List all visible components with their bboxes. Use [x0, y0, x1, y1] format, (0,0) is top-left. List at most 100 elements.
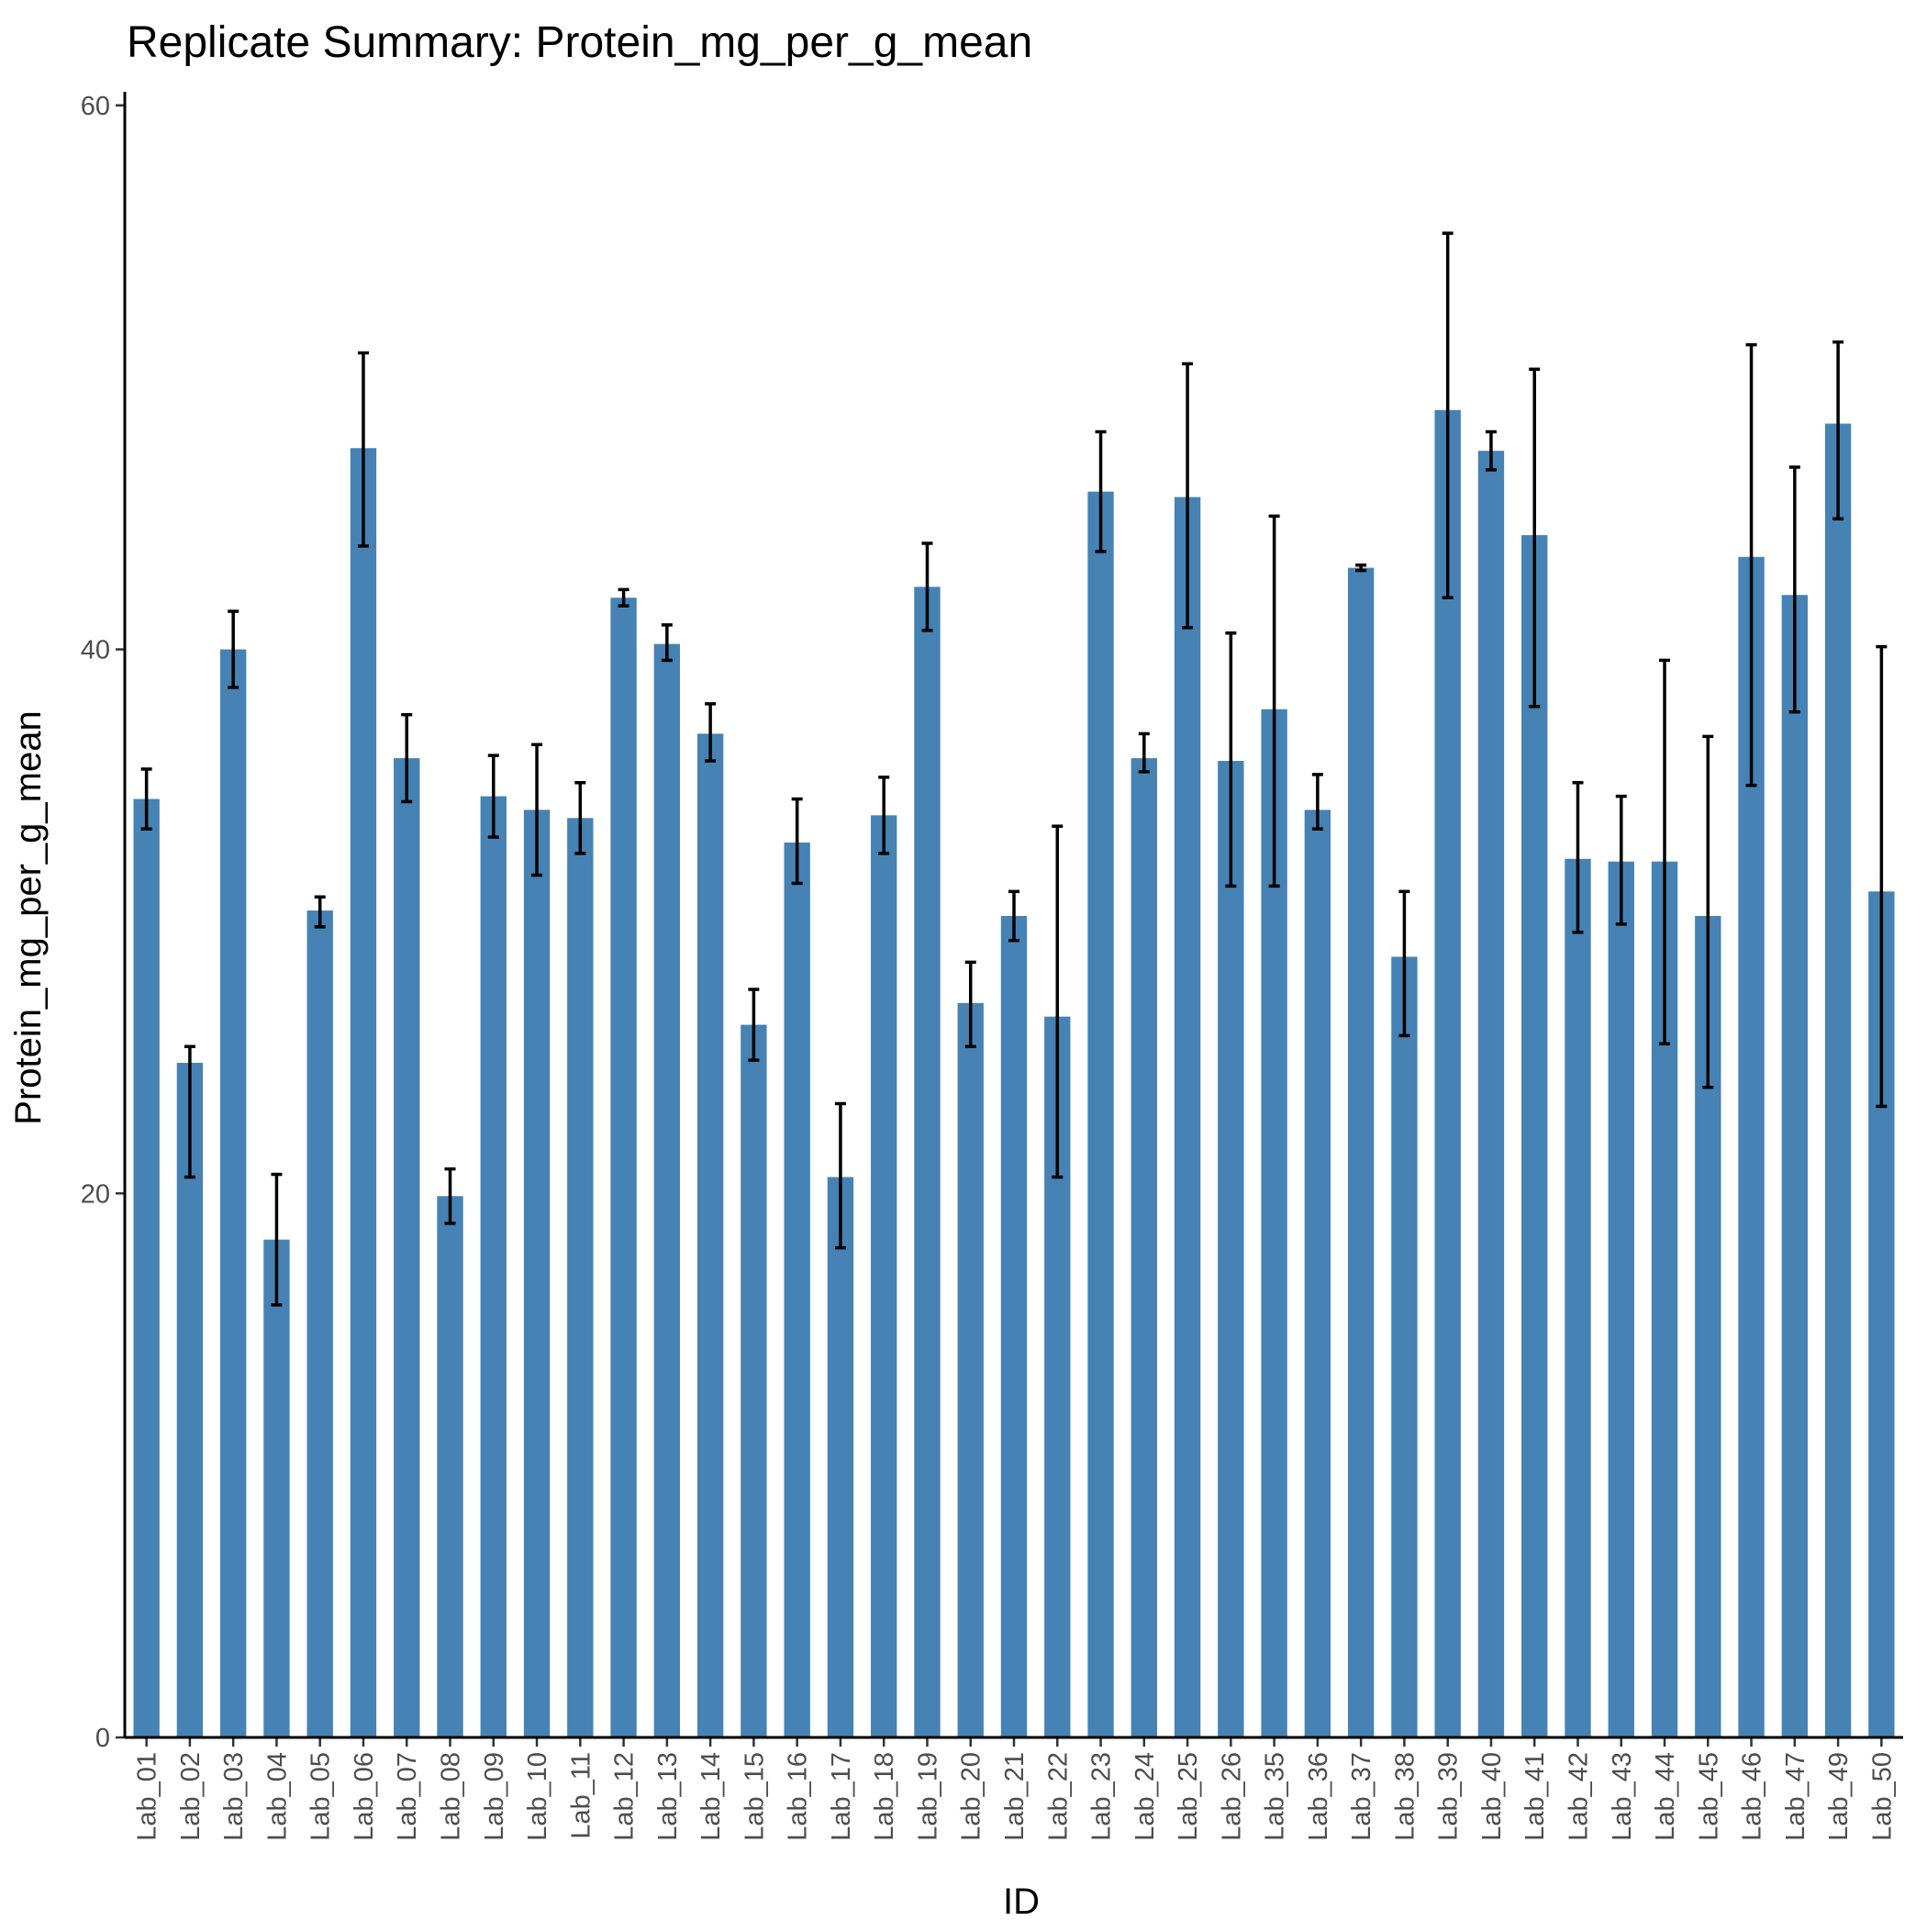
error-bar	[1442, 231, 1454, 599]
bar	[1565, 858, 1591, 1737]
bar	[263, 1239, 290, 1737]
bar	[1477, 451, 1505, 1738]
bar	[1347, 567, 1375, 1737]
error-bar	[1876, 644, 1888, 1109]
bar	[1608, 861, 1634, 1737]
bar	[1391, 956, 1418, 1737]
y-tick-label: 0	[95, 1724, 110, 1753]
error-bar	[1702, 734, 1714, 1089]
x-tick-label: Lab_37	[1347, 1752, 1376, 1841]
x-tick-label: Lab_08	[437, 1752, 466, 1841]
x-tick-label: Lab_17	[827, 1752, 856, 1841]
x-tick-label: Lab_21	[1000, 1752, 1030, 1841]
error-bar	[834, 1101, 846, 1250]
error-bar	[314, 895, 326, 929]
x-tick-label: Lab_46	[1738, 1752, 1767, 1841]
bar	[696, 733, 724, 1737]
y-tick-label: 60	[81, 92, 110, 121]
x-tick-label: Lab_02	[176, 1752, 206, 1841]
bar	[1824, 423, 1852, 1738]
error-bar	[1182, 362, 1194, 630]
y-tick-label: 20	[81, 1179, 110, 1209]
error-bar	[184, 1044, 195, 1179]
bar	[1131, 758, 1157, 1738]
error-bar	[1485, 430, 1497, 472]
y-tick-label: 40	[81, 636, 110, 665]
x-tick-label: Lab_43	[1608, 1752, 1637, 1841]
error-bar	[1745, 342, 1757, 787]
x-tick-label: Lab_14	[696, 1752, 726, 1841]
bar	[827, 1177, 854, 1737]
error-bar	[618, 587, 629, 608]
y-axis-label: Protein_mg_per_g_mean	[8, 710, 49, 1124]
error-bar	[1788, 465, 1800, 714]
bar	[133, 798, 160, 1737]
x-tick-label: Lab_45	[1694, 1752, 1723, 1841]
x-tick-label: Lab_44	[1651, 1752, 1680, 1841]
error-bar	[1268, 514, 1280, 888]
error-bar	[531, 743, 543, 877]
x-tick-label: Lab_20	[957, 1752, 986, 1841]
axes-layer: Lab_01 Lab_02 Lab_03 Lab_04 Lab_05 Lab_06 Lab_…	[81, 92, 1903, 1841]
error-bar	[1832, 340, 1844, 521]
x-tick-label: Lab_26	[1217, 1752, 1246, 1841]
bar	[1434, 409, 1461, 1737]
error-bar	[1615, 794, 1627, 926]
bar	[653, 643, 681, 1737]
error-bar	[748, 988, 760, 1062]
bar	[610, 597, 637, 1738]
x-tick-label: Lab_15	[740, 1752, 769, 1841]
error-bar	[1572, 781, 1584, 934]
error-bar	[791, 797, 803, 886]
bar	[1218, 761, 1244, 1737]
error-bar	[921, 542, 933, 632]
error-bar	[1529, 367, 1541, 709]
x-tick-label: Lab_01	[133, 1752, 162, 1841]
error-bar	[1659, 658, 1671, 1046]
bar	[1781, 595, 1809, 1737]
error-bar	[661, 623, 673, 663]
bar	[567, 818, 594, 1737]
bar	[871, 815, 897, 1737]
x-tick-label: Lab_39	[1434, 1752, 1464, 1841]
x-tick-label: Lab_04	[262, 1752, 292, 1841]
errorbars-layer	[140, 231, 1888, 1307]
bar	[523, 810, 551, 1737]
x-tick-label: Lab_23	[1087, 1752, 1117, 1841]
x-tick-label: Lab_16	[784, 1752, 813, 1841]
x-tick-label: Lab_06	[350, 1752, 379, 1841]
chart-title: Replicate Summary: Protein_mg_per_g_mean	[127, 18, 1032, 67]
error-bar	[271, 1172, 283, 1307]
x-axis-label: ID	[1003, 1882, 1040, 1922]
x-tick-label: Lab_49	[1824, 1752, 1854, 1841]
error-bar	[1138, 731, 1150, 774]
error-bar	[1355, 563, 1367, 573]
x-tick-label: Lab_41	[1520, 1752, 1550, 1841]
bar	[741, 1024, 767, 1737]
error-bar	[228, 609, 239, 689]
bar	[914, 586, 941, 1737]
x-tick-label: Lab_12	[610, 1752, 640, 1841]
bar	[394, 758, 420, 1738]
error-bar	[1311, 773, 1323, 831]
error-bar	[140, 767, 152, 831]
bar	[306, 910, 333, 1737]
error-bar	[964, 960, 976, 1048]
x-tick-label: Lab_07	[393, 1752, 422, 1841]
bar	[1174, 497, 1201, 1738]
bar	[219, 649, 247, 1738]
error-bar	[487, 754, 499, 839]
bar	[957, 1002, 984, 1737]
x-tick-label: Lab_18	[870, 1752, 899, 1841]
bar	[1087, 491, 1114, 1737]
x-tick-label: Lab_05	[306, 1752, 336, 1841]
error-bar	[1225, 631, 1237, 888]
x-tick-label: Lab_10	[523, 1752, 552, 1841]
error-bar	[1052, 824, 1064, 1179]
x-tick-label: Lab_50	[1867, 1752, 1897, 1841]
x-tick-label: Lab_36	[1304, 1752, 1333, 1841]
x-tick-label: Lab_25	[1174, 1752, 1203, 1841]
error-bar	[878, 776, 890, 855]
error-bar	[1008, 889, 1019, 943]
x-tick-label: Lab_47	[1781, 1752, 1810, 1841]
